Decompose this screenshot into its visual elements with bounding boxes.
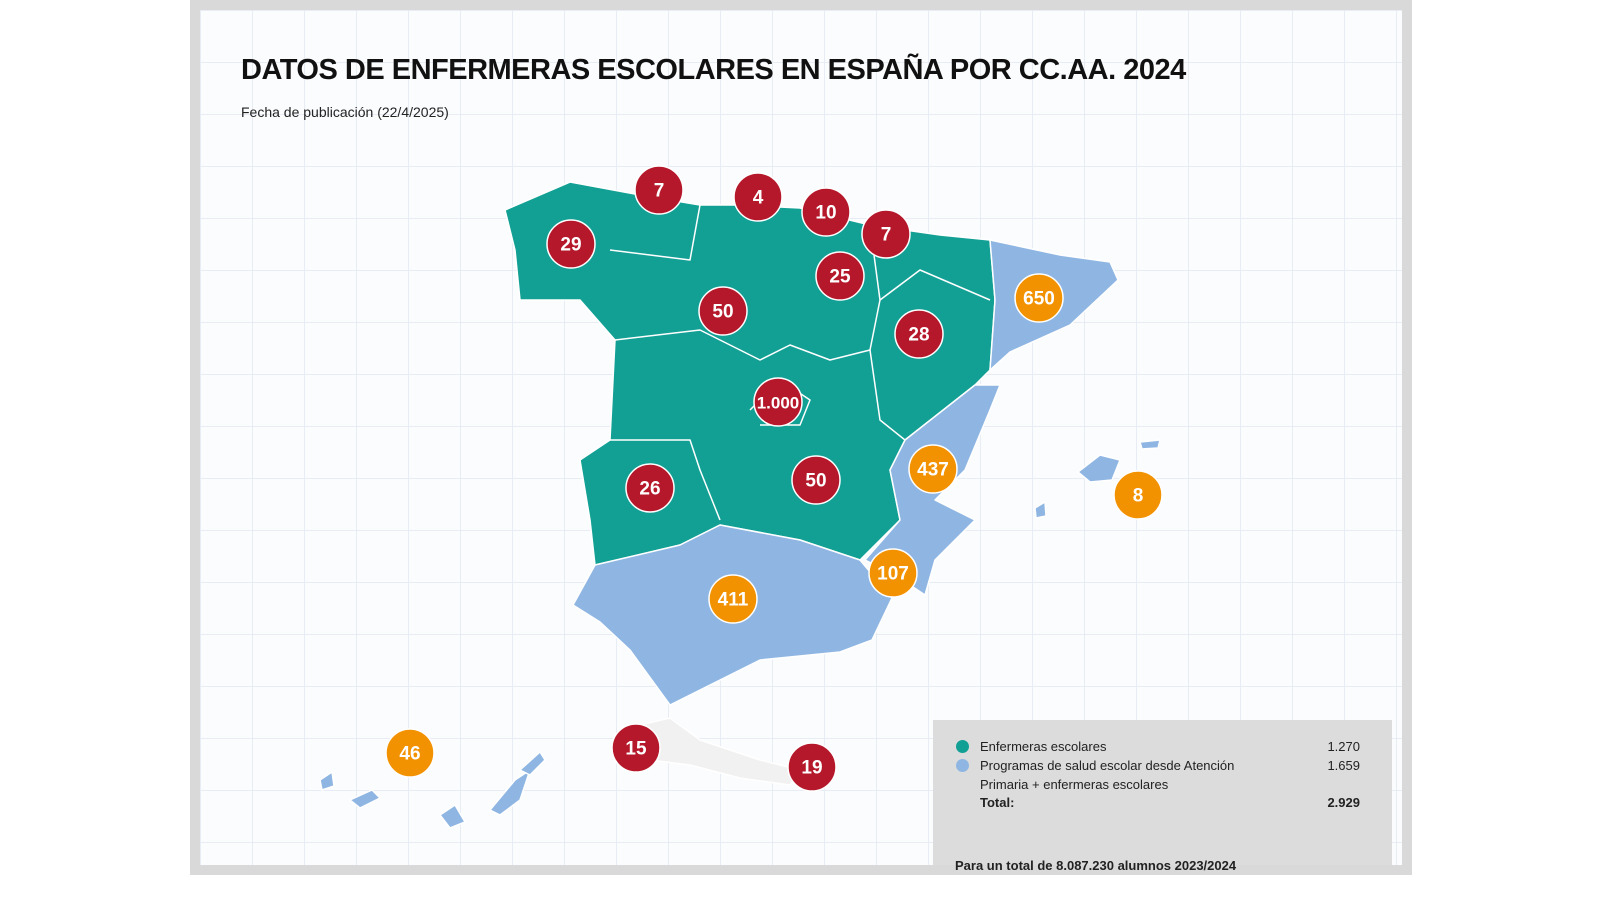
marker-value: 50 <box>712 302 733 323</box>
legend-item-programas: Programas de salud escolar desde Atenció… <box>956 758 1360 773</box>
marker-enfermeras: 7 <box>634 165 684 215</box>
marker-circle <box>1014 273 1064 323</box>
marker-value: 50 <box>805 471 826 492</box>
marker-circle <box>894 309 944 359</box>
marker-circle <box>634 165 684 215</box>
marker-enfermeras: 15 <box>611 723 661 773</box>
region-canary-3 <box>519 751 546 776</box>
marker-enfermeras: 50 <box>698 286 748 336</box>
marker-enfermeras: 28 <box>894 309 944 359</box>
region-border <box>610 439 721 521</box>
marker-circle <box>546 219 596 269</box>
marker-enfermeras: 7 <box>861 209 911 259</box>
marker-value: 7 <box>881 225 892 246</box>
region-canary-1 <box>439 804 466 829</box>
marker-circle <box>791 455 841 505</box>
region-balearic-2 <box>1139 439 1161 450</box>
marker-circle <box>868 548 918 598</box>
marker-value: 19 <box>801 758 822 779</box>
region-border <box>869 349 906 441</box>
marker-value: 15 <box>625 739 647 760</box>
legend-item-enfermeras: Enfermeras escolares 1.270 <box>956 739 1360 754</box>
marker-enfermeras: 29 <box>546 219 596 269</box>
marker-programas: 46 <box>385 728 435 778</box>
marker-circle <box>861 209 911 259</box>
marker-circle <box>611 723 661 773</box>
marker-circle <box>1113 470 1163 520</box>
marker-circle <box>753 377 803 427</box>
marker-enfermeras: 26 <box>625 463 675 513</box>
marker-value: 25 <box>829 267 851 288</box>
marker-circle <box>815 251 865 301</box>
legend-continuation: Primaria + enfermeras escolares <box>980 777 1360 792</box>
marker-programas: 107 <box>868 548 918 598</box>
region-border <box>614 224 881 361</box>
marker-value: 29 <box>560 235 581 256</box>
region-border <box>609 204 701 261</box>
legend-total: Total: 2.929 <box>980 795 1360 810</box>
marker-circle <box>385 728 435 778</box>
region-ceuta-melilla <box>639 717 801 786</box>
students-footer: Para un total de 8.087.230 alumnos 2023/… <box>955 858 1237 873</box>
marker-circle <box>698 286 748 336</box>
marker-programas: 437 <box>908 444 958 494</box>
region-balearic-1 <box>1077 454 1121 483</box>
publication-date: Fecha de publicación (22/4/2025) <box>241 104 449 120</box>
legend-value: 1.270 <box>1327 739 1360 754</box>
legend-label: Programas de salud escolar desde Atenció… <box>980 758 1235 773</box>
marker-circle <box>908 444 958 494</box>
region-border <box>879 269 991 301</box>
marker-circle <box>708 574 758 624</box>
marker-value: 1.000 <box>757 394 800 413</box>
legend-label-continued: Primaria + enfermeras escolares <box>980 777 1169 792</box>
marker-value: 7 <box>654 181 665 202</box>
marker-programas: 650 <box>1014 273 1064 323</box>
marker-value: 8 <box>1133 486 1144 507</box>
marker-programas: 8 <box>1113 470 1163 520</box>
marker-value: 437 <box>917 460 949 481</box>
marker-enfermeras: 19 <box>787 742 837 792</box>
total-label: Total: <box>980 795 1015 810</box>
total-value: 2.929 <box>1327 795 1360 810</box>
marker-value: 46 <box>399 744 420 765</box>
marker-circle <box>787 742 837 792</box>
legend-label: Enfermeras escolares <box>980 739 1107 754</box>
region-canary-4 <box>319 771 335 791</box>
marker-enfermeras: 1.000 <box>753 377 803 427</box>
marker-enfermeras: 50 <box>791 455 841 505</box>
marker-enfermeras: 4 <box>733 172 783 222</box>
marker-value: 107 <box>877 564 909 585</box>
marker-value: 4 <box>753 188 764 209</box>
marker-enfermeras: 25 <box>815 251 865 301</box>
legend: Enfermeras escolares 1.270 Programas de … <box>933 720 1392 873</box>
marker-value: 26 <box>639 479 660 500</box>
marker-circle <box>801 187 851 237</box>
region-balearic-3 <box>1034 501 1047 519</box>
marker-value: 10 <box>815 203 836 224</box>
light-blue-dot-icon <box>956 759 969 772</box>
legend-value: 1.659 <box>1327 758 1360 773</box>
page-title: DATOS DE ENFERMERAS ESCOLARES EN ESPAÑA … <box>241 54 1186 86</box>
marker-value: 411 <box>718 590 749 611</box>
marker-enfermeras: 10 <box>801 187 851 237</box>
marker-circle <box>625 463 675 513</box>
region-canary-2 <box>489 769 531 816</box>
teal-dot-icon <box>956 740 969 753</box>
marker-value: 650 <box>1023 289 1055 310</box>
marker-circle <box>733 172 783 222</box>
marker-programas: 411 <box>708 574 758 624</box>
marker-value: 28 <box>908 325 929 346</box>
region-canary-5 <box>349 789 381 809</box>
